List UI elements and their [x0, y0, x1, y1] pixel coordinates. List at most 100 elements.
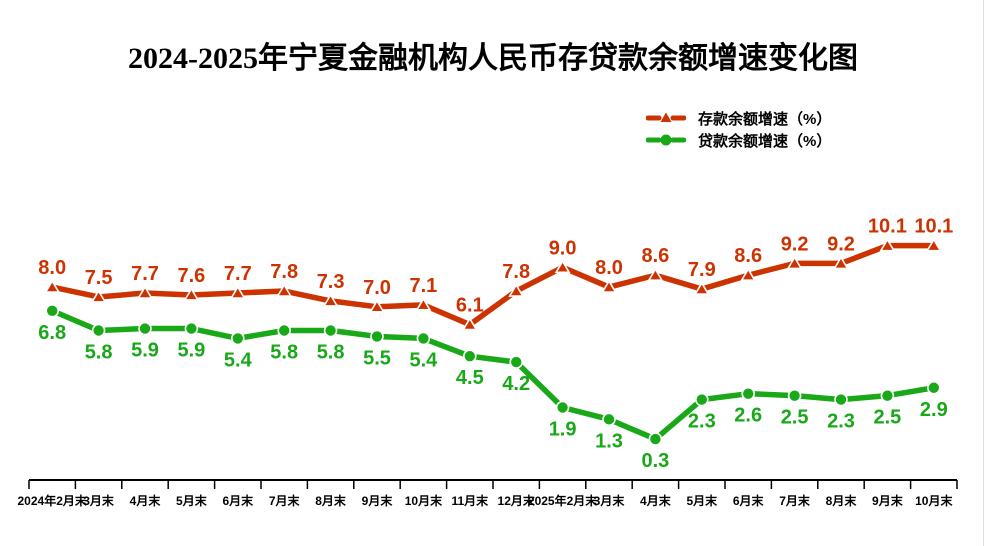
loan-marker — [370, 329, 384, 344]
loan-marker — [323, 323, 338, 338]
deposit-value-label: 8.0 — [38, 257, 66, 279]
deposit-value-label: 7.5 — [85, 267, 113, 289]
deposit-marker — [647, 267, 664, 282]
chart-title: 2024-2025年宁夏金融机构人民币存贷款余额增速变化图 — [128, 42, 858, 75]
deposit-marker — [44, 279, 61, 293]
deposit-value-label: 7.6 — [177, 265, 205, 287]
loan-value-label: 4.5 — [456, 367, 484, 389]
x-axis-label: 9月末 — [872, 493, 904, 508]
loan-marker — [926, 380, 941, 395]
deposit-value-label: 7.8 — [502, 261, 530, 283]
legend-label-deposit: 存款余额增速（%） — [698, 110, 832, 128]
deposit-marker — [554, 259, 571, 274]
x-axis-label: 9月末 — [362, 493, 394, 508]
loan-line-marker-icon — [646, 134, 686, 146]
x-axis-label: 2024年2月末 — [18, 493, 88, 508]
loan-value-label: 5.5 — [363, 347, 391, 369]
deposit-marker — [508, 283, 525, 297]
loan-marker — [880, 388, 895, 403]
deposit-value-label: 8.0 — [595, 257, 623, 279]
loan-value-label: 5.9 — [131, 340, 159, 362]
deposit-line-marker-icon — [646, 112, 686, 122]
x-axis-label: 5月末 — [176, 493, 208, 508]
x-axis-label: 3月末 — [594, 493, 626, 508]
x-axis-label: 4月末 — [130, 493, 162, 508]
loan-value-label: 5.8 — [85, 342, 113, 364]
deposit-marker — [90, 289, 107, 303]
loan-value-label: 0.3 — [641, 450, 669, 472]
deposit-marker — [740, 267, 757, 282]
deposit-marker — [415, 297, 432, 311]
loan-value-label: 1.9 — [549, 418, 577, 440]
deposit-value-label: 8.6 — [734, 245, 762, 267]
deposit-marker — [461, 317, 478, 331]
deposit-marker — [183, 287, 200, 301]
legend-item-deposit: 存款余额增速（%） — [646, 109, 832, 128]
loan-marker — [834, 392, 848, 407]
x-axis-label: 12月末 — [498, 493, 536, 508]
loan-value-label: 5.8 — [317, 342, 345, 364]
loan-value-label: 6.8 — [38, 322, 66, 344]
loan-marker — [648, 432, 663, 446]
deposit-value-label: 10.1 — [914, 216, 953, 238]
loan-value-label: 5.8 — [270, 342, 298, 364]
deposit-series-line — [49, 242, 937, 328]
x-axis-label: 7月末 — [779, 493, 811, 508]
deposit-value-label: 6.1 — [456, 295, 484, 317]
loan-value-label: 4.2 — [502, 373, 530, 395]
loan-marker — [416, 331, 431, 346]
deposit-value-label: 7.7 — [131, 263, 159, 285]
x-axis-label: 10月末 — [915, 493, 953, 508]
loan-marker — [741, 386, 756, 401]
deposit-value-label: 9.2 — [781, 233, 809, 255]
deposit-marker — [786, 255, 803, 270]
loan-marker — [91, 323, 106, 338]
deposit-value-label: 7.1 — [409, 275, 437, 297]
legend-label-loan: 贷款余额增速（%） — [698, 132, 832, 150]
legend-triangle-marker — [660, 112, 672, 122]
loan-marker — [462, 349, 477, 363]
x-axis-label: 2025年2月末 — [528, 493, 598, 508]
deposit-marker — [879, 238, 896, 252]
loan-value-label: 2.5 — [873, 407, 901, 429]
deposit-value-label: 7.7 — [224, 263, 252, 285]
x-axis-label: 8月末 — [826, 493, 858, 508]
x-axis-label: 8月末 — [315, 493, 347, 508]
loan-value-label: 2.5 — [781, 407, 809, 429]
deposit-marker — [276, 283, 293, 297]
loan-value-label: 5.9 — [177, 340, 205, 362]
loan-value-label: 2.9 — [920, 399, 948, 421]
loan-marker — [602, 412, 616, 427]
loan-value-label: 2.3 — [688, 411, 716, 433]
deposit-marker — [601, 279, 617, 293]
x-axis-label: 10月末 — [405, 493, 443, 508]
x-axis-label: 7月末 — [269, 493, 301, 508]
x-axis-label: 6月末 — [222, 493, 254, 508]
deposit-value-label: 7.0 — [363, 277, 391, 299]
deposit-marker — [137, 285, 153, 299]
loan-marker — [45, 303, 60, 318]
loan-series-line — [49, 308, 937, 442]
x-axis-label: 5月末 — [686, 493, 718, 508]
x-axis-label: 6月末 — [733, 493, 765, 508]
loan-value-label: 5.4 — [224, 349, 253, 371]
legend-item-loan: 贷款余额增速（%） — [646, 131, 832, 150]
loan-marker — [787, 388, 802, 403]
loan-marker — [184, 321, 199, 336]
loan-marker — [231, 331, 245, 346]
legend: 存款余额增速（%） 贷款余额增速（%） — [646, 109, 831, 153]
legend-circle-marker — [660, 134, 672, 146]
loan-marker — [277, 323, 292, 338]
deposit-value-label: 9.2 — [827, 233, 855, 255]
deposit-value-label: 7.9 — [688, 259, 716, 281]
loan-value-label: 2.3 — [827, 411, 855, 433]
loan-value-label: 1.3 — [595, 430, 623, 452]
deposit-marker — [693, 281, 710, 295]
loan-marker — [555, 400, 570, 415]
x-axis-label: 11月末 — [451, 493, 489, 508]
deposit-marker — [369, 299, 385, 313]
loan-marker — [138, 321, 152, 336]
x-axis-label: 3月末 — [83, 493, 115, 508]
loan-marker — [694, 392, 709, 407]
